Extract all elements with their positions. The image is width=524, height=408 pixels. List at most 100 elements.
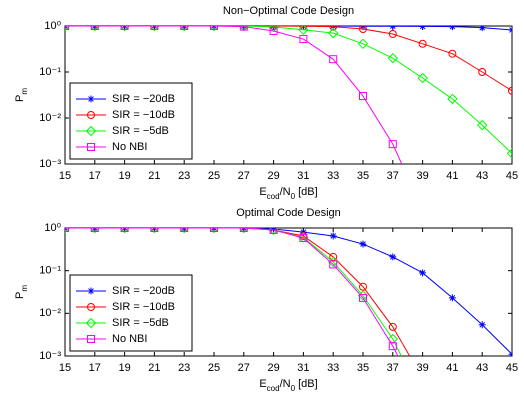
marker bbox=[359, 26, 367, 34]
marker bbox=[180, 26, 189, 30]
x-axis-label-part: [dB] bbox=[295, 378, 318, 390]
x-tick-label: 21 bbox=[148, 362, 160, 374]
marker bbox=[329, 260, 338, 269]
marker bbox=[417, 72, 428, 84]
marker bbox=[87, 335, 95, 343]
x-tick-label: 35 bbox=[357, 362, 369, 374]
x-tick-label: 27 bbox=[238, 362, 250, 374]
marker bbox=[208, 26, 220, 32]
series-line bbox=[65, 26, 512, 92]
series-line bbox=[65, 26, 403, 164]
series-line bbox=[65, 228, 411, 356]
x-tick-label: 17 bbox=[89, 170, 101, 182]
x-axis-label-part: E bbox=[259, 186, 266, 198]
marker bbox=[178, 26, 190, 32]
marker bbox=[269, 26, 278, 30]
x-tick-label: 33 bbox=[327, 170, 339, 182]
marker bbox=[419, 375, 426, 382]
marker bbox=[178, 228, 190, 234]
x-tick-label: 37 bbox=[387, 170, 399, 182]
marker bbox=[419, 269, 427, 277]
x-axis-label-part: /N bbox=[280, 378, 291, 390]
legend-label: SIR = −10dB bbox=[112, 301, 175, 313]
x-tick-label: 35 bbox=[357, 170, 369, 182]
marker bbox=[389, 26, 397, 30]
marker bbox=[508, 86, 512, 95]
legend-box bbox=[69, 274, 193, 352]
marker bbox=[269, 26, 278, 35]
marker bbox=[329, 55, 338, 64]
marker bbox=[119, 228, 130, 234]
x-axis-label-part: E bbox=[259, 378, 266, 390]
marker bbox=[298, 26, 309, 35]
x-axis-label: Ecod/N0 [dB] bbox=[259, 378, 317, 393]
y-tick-label: 10⁻¹ bbox=[39, 66, 61, 78]
x-tick-label: 25 bbox=[208, 170, 220, 182]
legend-label: No NBI bbox=[112, 333, 147, 345]
marker bbox=[506, 148, 512, 159]
x-tick-label: 15 bbox=[59, 170, 71, 182]
marker bbox=[210, 228, 218, 232]
marker bbox=[239, 26, 248, 30]
y-axis-label-part: m bbox=[20, 285, 29, 292]
marker bbox=[359, 293, 367, 302]
x-tick-label: 45 bbox=[506, 170, 518, 182]
x-axis-label-part: 0 bbox=[291, 384, 296, 393]
legend-label: SIR = −20dB bbox=[112, 285, 175, 297]
marker bbox=[357, 38, 369, 50]
x-tick-label: 19 bbox=[118, 362, 130, 374]
marker bbox=[150, 26, 159, 30]
marker bbox=[508, 350, 512, 356]
x-tick-label: 29 bbox=[267, 362, 279, 374]
x-axis-label: Ecod/N0 [dB] bbox=[259, 186, 317, 201]
x-tick-label: 43 bbox=[476, 170, 488, 182]
series-line bbox=[65, 228, 399, 356]
legend-label: No NBI bbox=[112, 141, 147, 153]
marker bbox=[359, 240, 367, 248]
y-axis-label-part: P bbox=[14, 95, 26, 102]
marker bbox=[149, 228, 160, 234]
marker bbox=[89, 228, 101, 234]
x-tick-label: 23 bbox=[178, 170, 190, 182]
y-axis-label-part: P bbox=[14, 292, 26, 299]
series-line bbox=[65, 228, 512, 355]
x-tick-label: 15 bbox=[59, 362, 71, 374]
x-tick-label: 19 bbox=[118, 170, 130, 182]
marker bbox=[387, 333, 399, 345]
marker bbox=[388, 322, 397, 331]
marker bbox=[90, 228, 99, 232]
marker bbox=[150, 228, 159, 232]
marker bbox=[448, 294, 456, 302]
x-tick-label: 27 bbox=[238, 170, 250, 182]
marker bbox=[478, 68, 487, 76]
marker bbox=[270, 228, 278, 233]
marker bbox=[508, 26, 512, 34]
marker bbox=[329, 26, 338, 31]
x-tick-label: 17 bbox=[89, 362, 101, 374]
x-tick-label: 43 bbox=[476, 362, 488, 374]
y-tick-label: 10⁻³ bbox=[39, 350, 61, 362]
marker bbox=[329, 232, 337, 240]
plot-area bbox=[65, 228, 512, 382]
marker bbox=[359, 26, 367, 30]
marker bbox=[419, 26, 427, 30]
marker bbox=[85, 317, 97, 329]
x-axis-label-part: cod bbox=[267, 192, 280, 201]
marker bbox=[87, 143, 95, 151]
marker bbox=[87, 303, 95, 311]
y-axis-label: Pm bbox=[14, 285, 29, 299]
x-tick-label: 23 bbox=[178, 362, 190, 374]
marker bbox=[478, 321, 486, 329]
y-tick-label: 10⁻³ bbox=[39, 158, 61, 170]
marker bbox=[210, 26, 218, 30]
y-tick-label: 10⁻² bbox=[39, 112, 61, 124]
marker bbox=[448, 26, 456, 31]
x-tick-label: 31 bbox=[297, 170, 309, 182]
x-tick-label: 39 bbox=[416, 170, 428, 182]
y-tick-label: 10⁻² bbox=[39, 307, 61, 319]
marker bbox=[388, 30, 397, 39]
x-tick-label: 31 bbox=[297, 362, 309, 374]
legend-label: SIR = −20dB bbox=[112, 93, 175, 105]
x-tick-label: 33 bbox=[327, 362, 339, 374]
marker bbox=[389, 253, 397, 261]
